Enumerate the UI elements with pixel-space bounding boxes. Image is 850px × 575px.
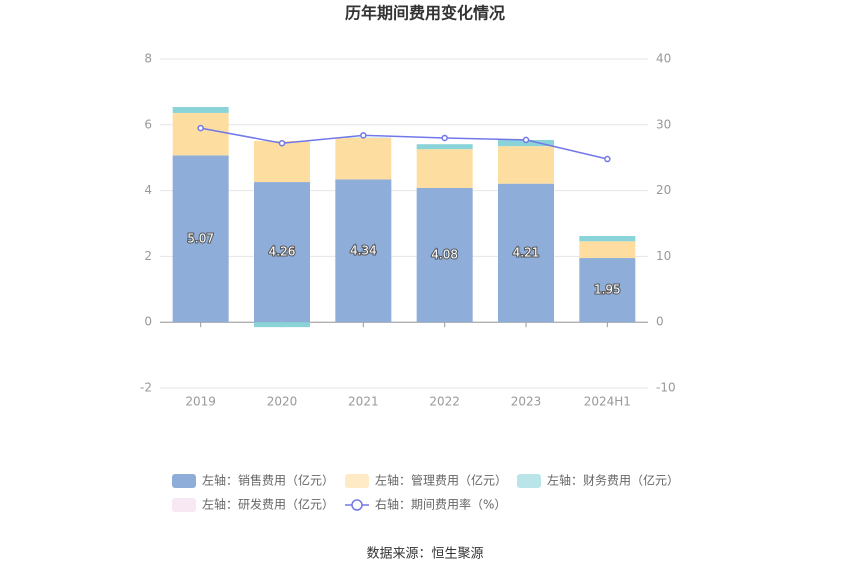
legend-label: 右轴：期间费用率（%） — [375, 497, 506, 512]
y2-tick-label: 10 — [656, 249, 671, 263]
y-tick-label: 8 — [144, 52, 152, 66]
legend-swatch — [172, 474, 196, 488]
bar — [172, 107, 229, 113]
line — [200, 127, 608, 160]
bar — [335, 137, 392, 180]
value-label: 4.26 — [269, 245, 296, 259]
y2-tick-label: 40 — [656, 52, 671, 66]
bar — [498, 146, 554, 184]
bar — [498, 183, 554, 323]
bar — [579, 236, 636, 242]
y-tick-label: 2 — [144, 249, 152, 263]
bar — [579, 258, 636, 323]
legend-swatch — [517, 474, 541, 488]
bar — [254, 182, 310, 323]
x-tick-label: 2020 — [267, 395, 298, 409]
bar — [335, 179, 392, 323]
bar — [416, 187, 473, 323]
line-point — [441, 134, 448, 142]
y2-tick-label: 30 — [656, 117, 671, 131]
line-point — [604, 155, 611, 163]
legend-label: 左轴：销售费用（亿元） — [202, 473, 334, 488]
line-point — [522, 136, 530, 144]
line-point — [360, 132, 367, 139]
bar — [172, 155, 229, 323]
value-label: 5.07 — [187, 231, 214, 245]
source: 数据来源：恒生聚源 — [366, 547, 483, 562]
legend-label: 左轴：财务费用（亿元） — [547, 473, 679, 488]
legend-label: 左轴：管理费用（亿元） — [375, 473, 507, 488]
chart-title: 历年期间费用变化情况 — [345, 4, 505, 23]
line-point — [278, 139, 286, 147]
value-label: 4.34 — [350, 243, 377, 257]
x-tick-label: 2019 — [185, 395, 216, 409]
value-label: 4.08 — [431, 248, 458, 262]
legend-swatch — [172, 498, 196, 512]
x-tick-label: 2021 — [348, 395, 379, 409]
bar — [416, 144, 473, 150]
value-label: 1.95 — [594, 283, 621, 297]
x-tick-label: 2022 — [429, 395, 460, 409]
y2-tick-label: -10 — [656, 381, 676, 395]
bar — [254, 140, 310, 183]
x-tick-label: 2023 — [511, 395, 542, 409]
y-tick-label: 0 — [144, 315, 152, 329]
y-tick-label: -2 — [140, 381, 152, 395]
bar — [172, 112, 229, 156]
bar — [416, 149, 473, 188]
bar — [579, 241, 636, 259]
legend-label: 左轴：研发费用（亿元） — [202, 497, 334, 512]
bar — [254, 322, 310, 328]
value-label: 4.21 — [513, 245, 540, 259]
y2-tick-label: 0 — [656, 315, 664, 329]
line-point — [197, 124, 204, 132]
x-tick-label: 2024H1 — [584, 395, 631, 409]
y2-tick-label: 20 — [656, 183, 671, 197]
legend-swatch — [345, 474, 369, 488]
y-tick-label: 6 — [144, 117, 152, 131]
y-tick-label: 4 — [144, 183, 152, 197]
legend-swatch — [351, 499, 363, 511]
